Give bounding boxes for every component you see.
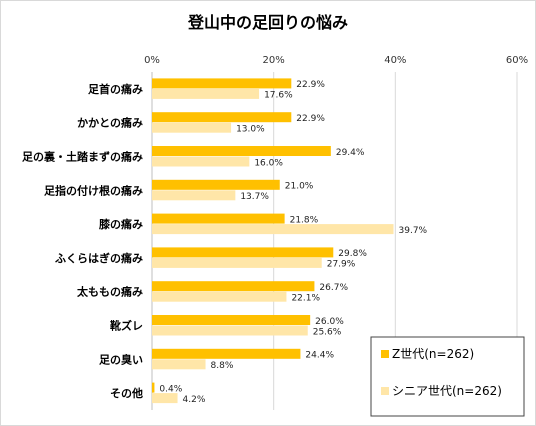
data-label: 22.9%: [296, 80, 325, 90]
legend-swatch-senior: [381, 387, 389, 395]
bar-senior: [152, 122, 232, 133]
bar-senior: [152, 156, 250, 167]
category-label: その他: [110, 386, 143, 400]
data-label: 24.4%: [305, 351, 334, 361]
category-label: 足の裏・土踏まずの痛み: [22, 150, 143, 164]
bars: [152, 78, 394, 404]
data-label: 29.8%: [338, 249, 367, 259]
data-label: 8.8%: [211, 361, 234, 371]
bar-senior: [152, 224, 394, 235]
bar-senior: [152, 393, 178, 404]
bar-z: [152, 382, 155, 393]
data-label: 26.7%: [319, 283, 348, 293]
legend-label-senior: シニア世代(n=262): [392, 384, 502, 398]
data-labels: 22.9%17.6%22.9%13.0%29.4%16.0%21.0%13.7%…: [159, 80, 427, 405]
category-label: 靴ズレ: [110, 319, 143, 333]
data-label: 16.0%: [254, 158, 283, 168]
bar-z: [152, 281, 315, 292]
legend-swatch-z: [381, 350, 389, 358]
data-label: 26.0%: [315, 317, 344, 327]
bar-z: [152, 179, 280, 190]
category-label: 足指の付け根の痛み: [44, 183, 143, 197]
bar-senior: [152, 291, 287, 302]
x-tick-label: 60%: [506, 55, 528, 66]
data-label: 39.7%: [399, 226, 428, 236]
bar-senior: [152, 359, 206, 370]
category-label: かかとの痛み: [77, 116, 143, 130]
x-tick-label: 40%: [384, 55, 406, 66]
data-label: 22.1%: [291, 293, 320, 303]
category-label: ふくらはぎの痛み: [55, 251, 143, 265]
chart-title: 登山中の足回りの悩み: [187, 13, 348, 32]
category-label: 足の臭い: [99, 352, 143, 366]
bar-z: [152, 315, 311, 325]
bar-z: [152, 78, 292, 89]
category-label: 太ももの痛み: [76, 285, 143, 299]
data-label: 0.4%: [159, 384, 182, 394]
bar-senior: [152, 190, 236, 201]
bar-senior: [152, 325, 308, 336]
legend: Z世代(n=262) シニア世代(n=262): [370, 336, 525, 417]
category-label: 足首の痛み: [88, 82, 143, 96]
bar-z: [152, 348, 301, 359]
bar-senior: [152, 257, 322, 268]
data-label: 4.2%: [183, 395, 206, 405]
bar-z: [152, 146, 331, 156]
x-tick-label: 0%: [144, 55, 160, 66]
category-labels: 足首の痛みかかとの痛み足の裏・土踏まずの痛み足指の付け根の痛み膝の痛みふくらはぎ…: [22, 82, 143, 400]
data-label: 13.0%: [236, 124, 265, 134]
data-label: 21.8%: [290, 215, 319, 225]
bar-senior: [152, 88, 260, 99]
data-label: 29.4%: [336, 148, 365, 158]
x-tick-label: 20%: [263, 55, 285, 66]
data-label: 13.7%: [240, 192, 269, 202]
bar-z: [152, 247, 334, 258]
data-label: 27.9%: [327, 260, 356, 270]
data-label: 22.9%: [296, 114, 325, 124]
legend-label-z: Z世代(n=262): [392, 347, 474, 361]
data-label: 17.6%: [264, 91, 293, 101]
legend-box: [370, 336, 525, 417]
data-label: 25.6%: [313, 327, 342, 337]
data-label: 21.0%: [285, 182, 314, 192]
x-axis-ticks: 0% 20% 40% 60%: [144, 55, 528, 66]
bar-z: [152, 213, 285, 224]
category-label: 膝の痛み: [99, 217, 143, 231]
bar-z: [152, 112, 292, 123]
